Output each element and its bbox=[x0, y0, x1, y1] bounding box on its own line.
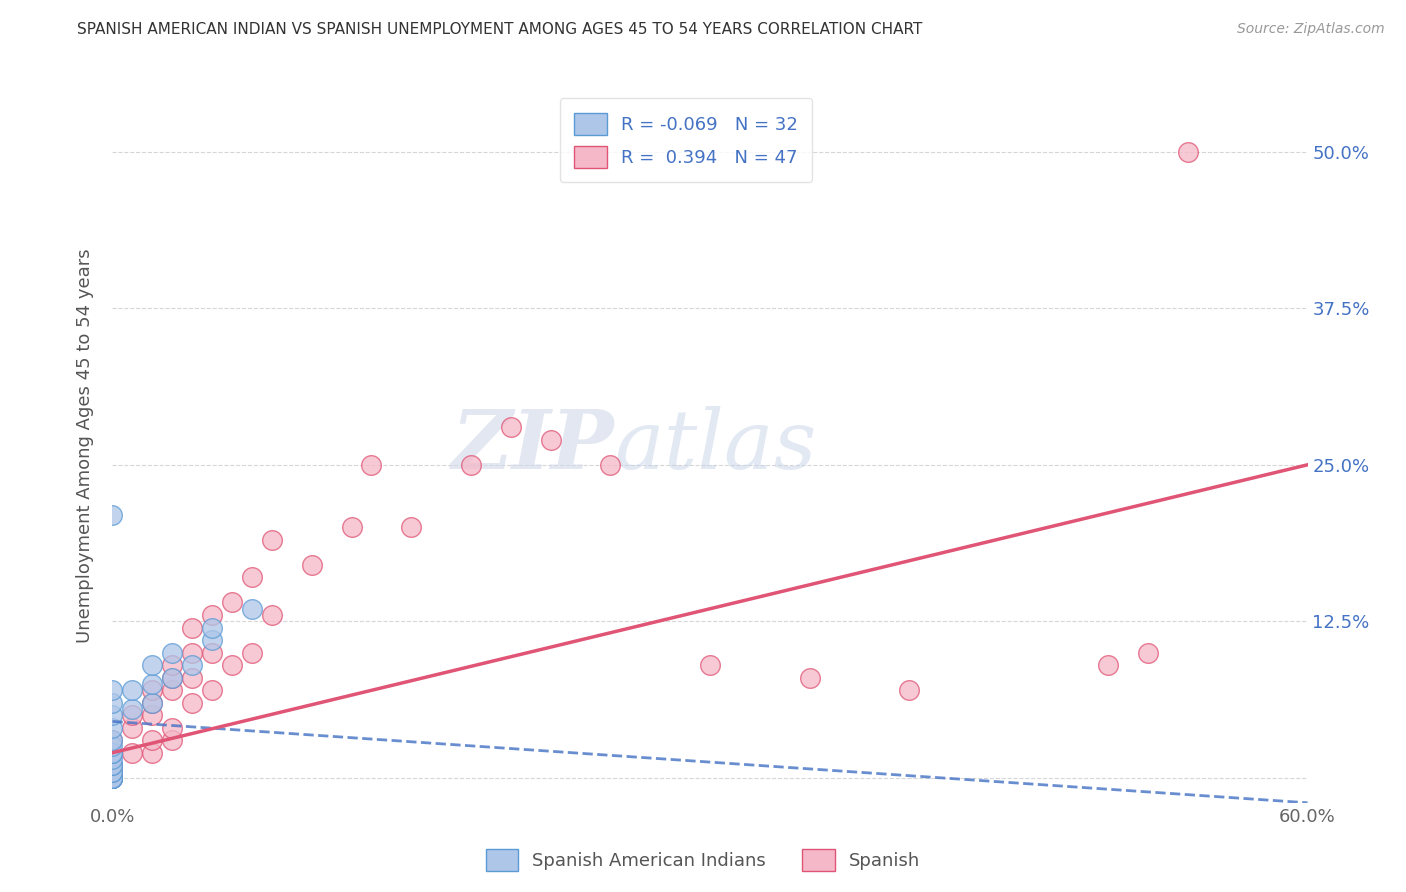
Point bbox=[898, 683, 921, 698]
Point bbox=[221, 658, 243, 673]
Point bbox=[101, 764, 124, 779]
Point bbox=[240, 570, 263, 584]
Point bbox=[162, 658, 183, 673]
Point bbox=[101, 771, 124, 785]
Text: Source: ZipAtlas.com: Source: ZipAtlas.com bbox=[1237, 22, 1385, 37]
Legend: Spanish American Indians, Spanish: Spanish American Indians, Spanish bbox=[478, 842, 928, 879]
Point bbox=[699, 658, 721, 673]
Text: ZIP: ZIP bbox=[451, 406, 614, 486]
Point bbox=[101, 746, 124, 760]
Point bbox=[1137, 646, 1160, 660]
Point bbox=[141, 658, 163, 673]
Point bbox=[162, 683, 183, 698]
Point bbox=[162, 671, 183, 685]
Point bbox=[201, 621, 224, 635]
Point bbox=[121, 721, 143, 735]
Point bbox=[401, 520, 423, 534]
Point bbox=[260, 607, 283, 622]
Point bbox=[181, 696, 204, 710]
Point bbox=[141, 733, 163, 747]
Point bbox=[101, 764, 124, 779]
Point bbox=[360, 458, 382, 472]
Point bbox=[101, 771, 124, 785]
Point bbox=[101, 739, 124, 754]
Point bbox=[141, 683, 163, 698]
Point bbox=[162, 733, 183, 747]
Point bbox=[101, 758, 124, 772]
Point bbox=[101, 683, 124, 698]
Point bbox=[141, 696, 163, 710]
Point bbox=[101, 733, 124, 747]
Point bbox=[141, 746, 163, 760]
Point bbox=[599, 458, 621, 472]
Point bbox=[101, 771, 124, 785]
Point bbox=[162, 671, 183, 685]
Point bbox=[141, 696, 163, 710]
Point bbox=[101, 746, 124, 760]
Point bbox=[101, 771, 124, 785]
Point bbox=[101, 771, 124, 785]
Point bbox=[181, 621, 204, 635]
Point bbox=[101, 771, 124, 785]
Point bbox=[1177, 145, 1199, 159]
Point bbox=[499, 420, 522, 434]
Point bbox=[201, 683, 224, 698]
Point bbox=[181, 646, 204, 660]
Point bbox=[201, 646, 224, 660]
Point bbox=[260, 533, 283, 547]
Point bbox=[101, 508, 124, 522]
Point bbox=[1097, 658, 1119, 673]
Point bbox=[101, 746, 124, 760]
Point bbox=[162, 646, 183, 660]
Point bbox=[460, 458, 482, 472]
Point bbox=[121, 746, 143, 760]
Point bbox=[101, 758, 124, 772]
Point bbox=[240, 601, 263, 615]
Point bbox=[121, 708, 143, 723]
Point bbox=[101, 771, 124, 785]
Point bbox=[101, 771, 124, 785]
Point bbox=[101, 708, 124, 723]
Point bbox=[181, 658, 204, 673]
Point bbox=[201, 607, 224, 622]
Legend: R = -0.069   N = 32, R =  0.394   N = 47: R = -0.069 N = 32, R = 0.394 N = 47 bbox=[560, 98, 813, 182]
Text: atlas: atlas bbox=[614, 406, 817, 486]
Point bbox=[101, 696, 124, 710]
Point bbox=[101, 764, 124, 779]
Point bbox=[181, 671, 204, 685]
Point bbox=[101, 721, 124, 735]
Point bbox=[101, 771, 124, 785]
Point bbox=[799, 671, 821, 685]
Point bbox=[141, 708, 163, 723]
Point bbox=[101, 758, 124, 772]
Point bbox=[340, 520, 363, 534]
Point bbox=[121, 702, 143, 716]
Point bbox=[101, 752, 124, 766]
Point bbox=[121, 683, 143, 698]
Point bbox=[141, 677, 163, 691]
Point bbox=[540, 433, 562, 447]
Point bbox=[240, 646, 263, 660]
Point bbox=[201, 633, 224, 648]
Text: SPANISH AMERICAN INDIAN VS SPANISH UNEMPLOYMENT AMONG AGES 45 TO 54 YEARS CORREL: SPANISH AMERICAN INDIAN VS SPANISH UNEMP… bbox=[77, 22, 922, 37]
Point bbox=[101, 771, 124, 785]
Point bbox=[162, 721, 183, 735]
Point bbox=[301, 558, 323, 572]
Point bbox=[101, 733, 124, 747]
Y-axis label: Unemployment Among Ages 45 to 54 years: Unemployment Among Ages 45 to 54 years bbox=[76, 249, 94, 643]
Point bbox=[221, 595, 243, 609]
